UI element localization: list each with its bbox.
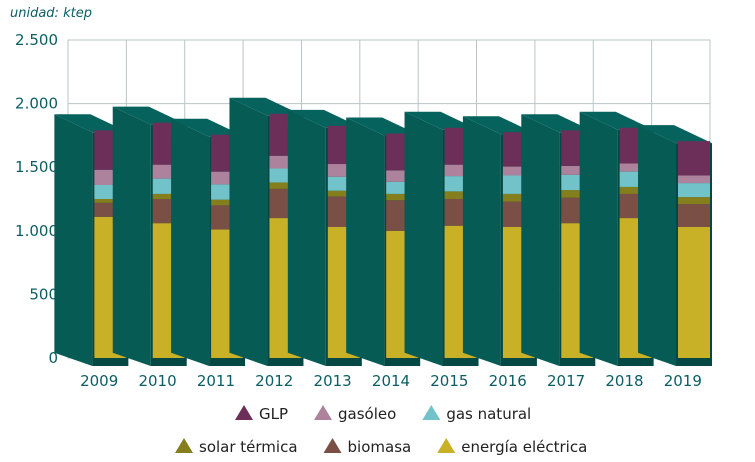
legend-item: GLP bbox=[235, 405, 288, 423]
bar-segment bbox=[678, 197, 710, 205]
legend-label: gas natural bbox=[446, 405, 531, 423]
bar-side bbox=[171, 118, 210, 366]
bar-segment bbox=[678, 183, 710, 198]
y-tick-label: 2.000 bbox=[15, 95, 58, 113]
legend-marker bbox=[437, 438, 456, 453]
legend-label: energía eléctrica bbox=[461, 438, 587, 456]
legend-label: GLP bbox=[259, 405, 288, 423]
x-tick-label: 2010 bbox=[138, 372, 176, 390]
bar-segment bbox=[678, 141, 710, 176]
bar-top bbox=[462, 116, 537, 135]
legend-item: energía eléctrica bbox=[437, 438, 587, 456]
x-axis: 2009 2010 2011 2012 2013 2014 2015 2016 2017 2018… bbox=[80, 372, 702, 390]
bar-side bbox=[521, 114, 560, 366]
x-tick-label: 2014 bbox=[372, 372, 410, 390]
bars bbox=[54, 97, 712, 367]
legend-item: gasóleo bbox=[314, 405, 396, 423]
bar-segment bbox=[678, 175, 710, 184]
bar-segment bbox=[502, 166, 535, 176]
bar-side bbox=[404, 111, 443, 366]
x-tick-label: 2019 bbox=[664, 372, 702, 390]
bar-segment bbox=[94, 199, 127, 203]
x-tick-label: 2017 bbox=[547, 372, 585, 390]
bar-top bbox=[112, 106, 187, 125]
bar-top bbox=[346, 117, 421, 136]
bar-side bbox=[638, 125, 676, 367]
bar-top bbox=[171, 118, 246, 137]
bar-top bbox=[229, 97, 304, 116]
bar-segment bbox=[619, 163, 652, 172]
x-tick-label: 2018 bbox=[605, 372, 643, 390]
bar-segment bbox=[327, 190, 360, 197]
x-tick-label: 2013 bbox=[314, 372, 352, 390]
legend-label: gasóleo bbox=[338, 405, 396, 423]
bar-side bbox=[229, 97, 268, 366]
x-tick-label: 2016 bbox=[489, 372, 527, 390]
bar-side bbox=[462, 116, 501, 366]
bar-side bbox=[346, 117, 385, 366]
bar-top bbox=[638, 125, 712, 144]
bar-segment bbox=[561, 165, 594, 175]
bar-segment bbox=[678, 204, 710, 227]
bar-segment bbox=[386, 193, 419, 201]
legend-label: solar térmica bbox=[199, 438, 298, 456]
y-tick-label: 2.500 bbox=[15, 31, 58, 49]
y-tick-label: 1.000 bbox=[15, 222, 58, 240]
bar-top bbox=[404, 111, 479, 130]
bar-side bbox=[287, 109, 326, 367]
bar-side bbox=[112, 106, 151, 367]
bar-segment bbox=[502, 193, 535, 202]
x-tick-label: 2012 bbox=[255, 372, 293, 390]
bar-side bbox=[579, 111, 618, 366]
bar-top bbox=[287, 109, 362, 128]
bar-segment bbox=[444, 164, 477, 177]
bar-group-2019 bbox=[638, 125, 712, 367]
bar-segment bbox=[386, 170, 419, 182]
legend-item: solar térmica bbox=[175, 438, 298, 456]
legend-item: gas natural bbox=[422, 405, 531, 423]
legend-item: biomasa bbox=[323, 438, 412, 456]
y-tick-label: 0 bbox=[48, 349, 58, 367]
bar-top bbox=[579, 111, 654, 130]
bar-segment bbox=[444, 191, 477, 199]
bar-segment bbox=[211, 199, 244, 206]
legend-marker bbox=[175, 438, 193, 453]
bar-segment bbox=[678, 226, 710, 358]
bar-segment bbox=[561, 190, 594, 198]
legend: GLP gasóleo gas natural solar térmica biomas… bbox=[175, 405, 587, 456]
bar-top bbox=[54, 114, 129, 133]
legend-marker bbox=[314, 405, 333, 420]
bar-top bbox=[521, 114, 596, 133]
legend-marker bbox=[235, 405, 253, 420]
bar-segment bbox=[269, 182, 302, 189]
bar-side bbox=[54, 114, 93, 366]
bar-segment bbox=[619, 186, 652, 194]
legend-marker bbox=[422, 405, 441, 420]
legend-label: biomasa bbox=[348, 438, 412, 456]
unit-label: unidad: ktep bbox=[10, 6, 92, 21]
bar-segment bbox=[152, 193, 185, 199]
y-tick-label: 1.500 bbox=[15, 158, 58, 176]
x-tick-label: 2011 bbox=[197, 372, 235, 390]
y-tick-label: 500 bbox=[29, 285, 58, 303]
x-tick-label: 2015 bbox=[430, 372, 468, 390]
legend-marker bbox=[323, 438, 342, 453]
x-tick-label: 2009 bbox=[80, 372, 118, 390]
y-axis: 0 500 1.000 1.500 2.000 2.500 bbox=[15, 31, 58, 367]
